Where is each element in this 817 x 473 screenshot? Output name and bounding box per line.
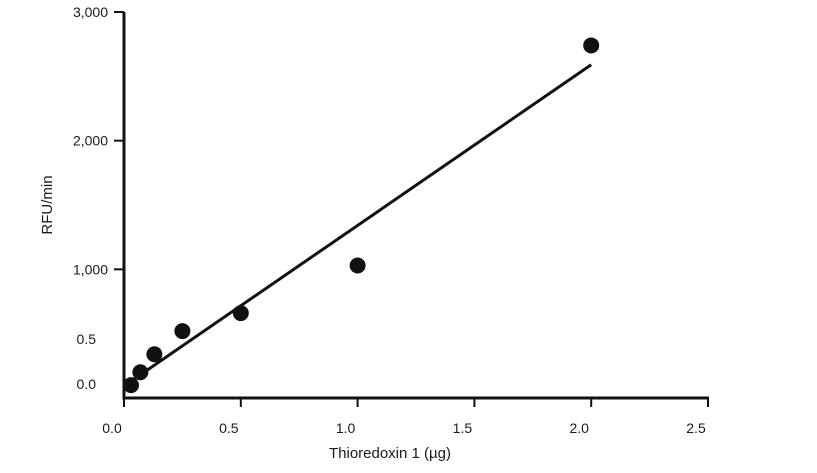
- data-point: [123, 377, 140, 394]
- y-tick-label: 1,000: [73, 261, 108, 277]
- x-tick-label: 2.0: [569, 420, 589, 436]
- data-point: [349, 257, 366, 274]
- x-tick-label: 1.5: [453, 420, 473, 436]
- data-point: [232, 305, 249, 322]
- tick-labels: 0.0 0.5 1.0 1.5 2.0 2.5 1,000 2,000 3,000 0.5 0.0: [73, 4, 706, 436]
- x-tick-label: 1.0: [336, 420, 356, 436]
- x-tick-label: 0.5: [219, 420, 239, 436]
- data-point: [132, 364, 149, 381]
- y-tick-label: 3,000: [73, 4, 108, 20]
- data-point: [174, 323, 191, 340]
- data-point: [146, 346, 163, 363]
- y-tick-label: 0.5: [77, 331, 97, 347]
- y-tick-label: 2,000: [73, 133, 108, 149]
- data-points: [123, 37, 600, 394]
- fit-line-group: [130, 63, 593, 383]
- axes: [114, 11, 709, 407]
- x-axis-title: Thioredoxin 1 (µg): [329, 445, 451, 462]
- data-point: [583, 37, 600, 54]
- y-tick-label: 0.0: [77, 376, 97, 392]
- x-tick-label: 2.5: [686, 420, 706, 436]
- x-tick-label: 0.0: [102, 420, 122, 436]
- fit-line: [130, 63, 593, 383]
- y-axis-title: RFU/min: [39, 175, 56, 234]
